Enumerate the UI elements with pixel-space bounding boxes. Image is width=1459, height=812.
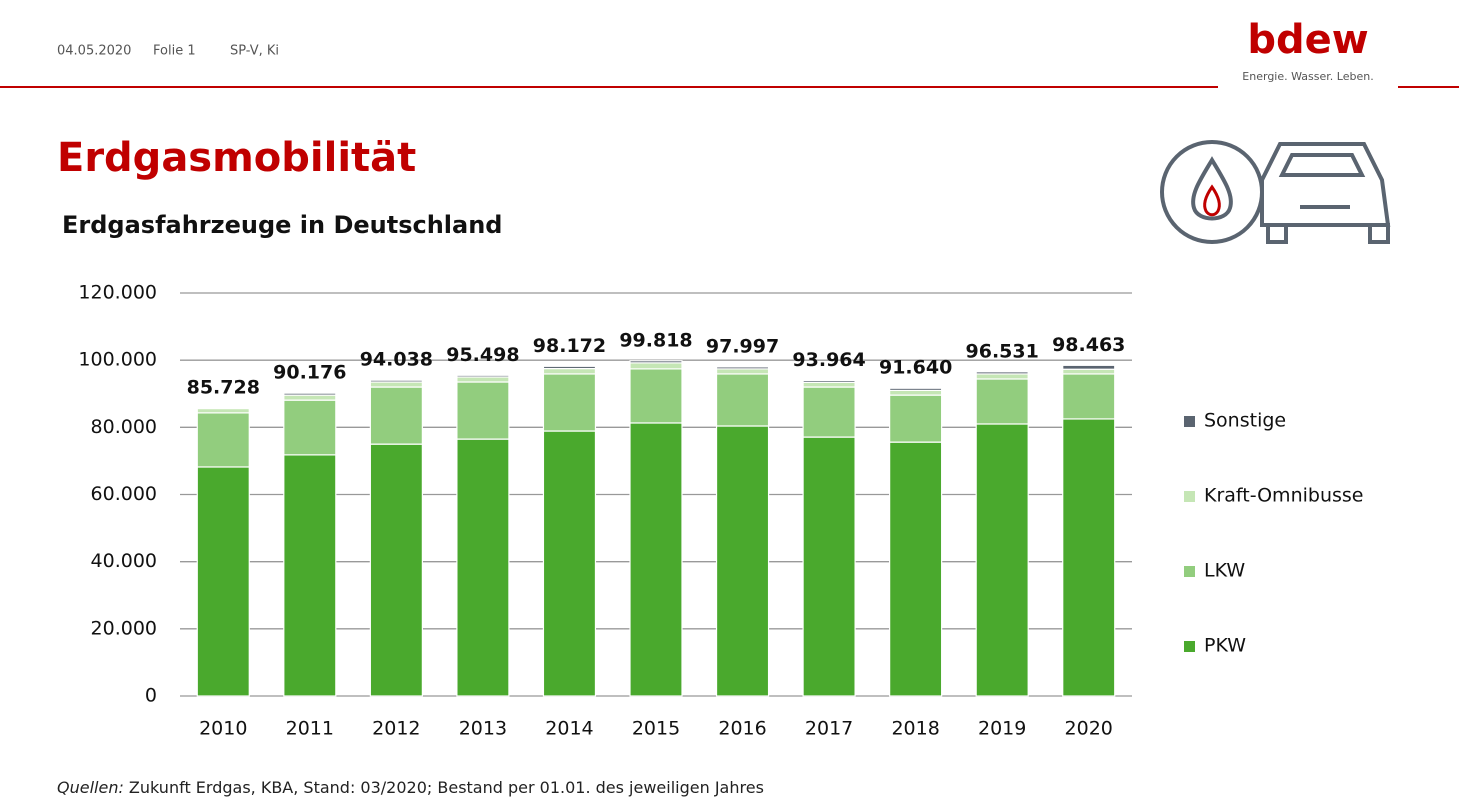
total-label: 93.964 [792,349,865,371]
bar-segment [542,367,597,375]
total-label: 96.531 [966,340,1039,362]
bar-segment [629,422,683,697]
bar-segment [975,423,1029,697]
y-tick-label: 60.000 [91,483,157,505]
bar-segment [542,365,597,370]
bar-segment [369,379,423,383]
bar-segment [802,436,856,697]
date: 04.05.2020 [57,44,131,59]
author: SP-V, Ki [230,44,279,59]
x-tick-label: 2017 [805,718,853,740]
total-label: 91.640 [879,357,952,379]
bar-segment [1062,373,1116,420]
bar-segment [802,386,856,438]
legend-swatch [1184,641,1195,652]
legend-swatch [1184,416,1195,427]
y-tick-label: 40.000 [91,550,157,572]
bar-segment [369,443,423,697]
bar-segment [542,373,597,432]
total-label: 85.728 [187,377,260,399]
legend-swatch [1184,491,1195,502]
bar-segment [889,387,943,391]
y-tick-label: 120.000 [78,282,157,304]
x-tick-label: 2012 [372,718,420,740]
total-label: 97.997 [706,335,779,357]
bar-segment [369,386,423,445]
y-tick-label: 0 [145,685,157,707]
bar-segment [456,381,510,440]
y-tick-label: 100.000 [78,349,157,371]
legend-label: PKW [1204,635,1246,657]
x-tick-label: 2011 [286,718,334,740]
total-label: 98.172 [533,335,606,357]
bar-segment [1062,368,1116,375]
bar-segment [283,399,337,456]
slide-number: Folie 1 [153,44,196,59]
logo: bdew [1247,17,1368,63]
bar-segment [1062,364,1116,370]
bar-segment [283,454,337,697]
subtitle: Erdgasfahrzeuge in Deutschland [62,211,502,239]
legend-label: Sonstige [1204,410,1286,432]
bar-segment [975,371,1029,375]
y-tick-label: 80.000 [91,416,157,438]
legend-swatch [1184,566,1195,577]
total-label: 90.176 [273,362,346,384]
bar-segment [196,466,250,697]
bar-segment [715,425,770,697]
bar-segment [1062,418,1116,697]
bar-segment [889,441,943,697]
x-tick-label: 2014 [545,718,593,740]
source: Quellen: Zukunft Erdgas, KBA, Stand: 03/… [57,778,764,797]
bar-segment [629,360,683,364]
bar-segment [629,362,683,370]
bar-segment [456,438,510,697]
bar-segment [196,412,250,468]
title: Erdgasmobilität [57,135,416,181]
total-label: 95.498 [446,344,519,366]
bar-segment [715,368,770,375]
icon [1160,140,1391,244]
source-label: Quellen: [57,778,124,797]
bar-segment [889,394,943,443]
bar-segment [542,430,597,697]
bar-segment [715,373,770,427]
x-tick-label: 2015 [632,718,680,740]
bar-segment [283,392,337,396]
bar-segment [369,381,423,388]
x-tick-label: 2018 [891,718,939,740]
bar-segment [456,374,510,378]
bar-segment [975,378,1029,425]
bar-segment [802,381,856,388]
bar-segment [629,368,683,424]
total-label: 98.463 [1052,334,1125,356]
x-tick-label: 2019 [978,718,1026,740]
total-label: 94.038 [360,349,433,371]
bar-segment [715,366,770,370]
x-tick-label: 2016 [718,718,766,740]
bar-segment [802,379,856,383]
x-tick-label: 2020 [1065,718,1113,740]
bar-segment [196,407,250,414]
bar-segment [456,376,510,383]
source-text: Zukunft Erdgas, KBA, Stand: 03/2020; Bes… [124,778,764,797]
slogan: Energie. Wasser. Leben. [1242,70,1373,83]
x-tick-label: 2013 [459,718,507,740]
legend-label: LKW [1204,560,1245,582]
bar-segment [283,394,337,401]
y-tick-label: 20.000 [91,617,157,639]
bar-segment [975,373,1029,380]
x-tick-label: 2010 [199,718,247,740]
legend-label: Kraft-Omnibusse [1204,485,1363,507]
bar-segment [889,389,943,396]
total-label: 99.818 [619,329,692,351]
